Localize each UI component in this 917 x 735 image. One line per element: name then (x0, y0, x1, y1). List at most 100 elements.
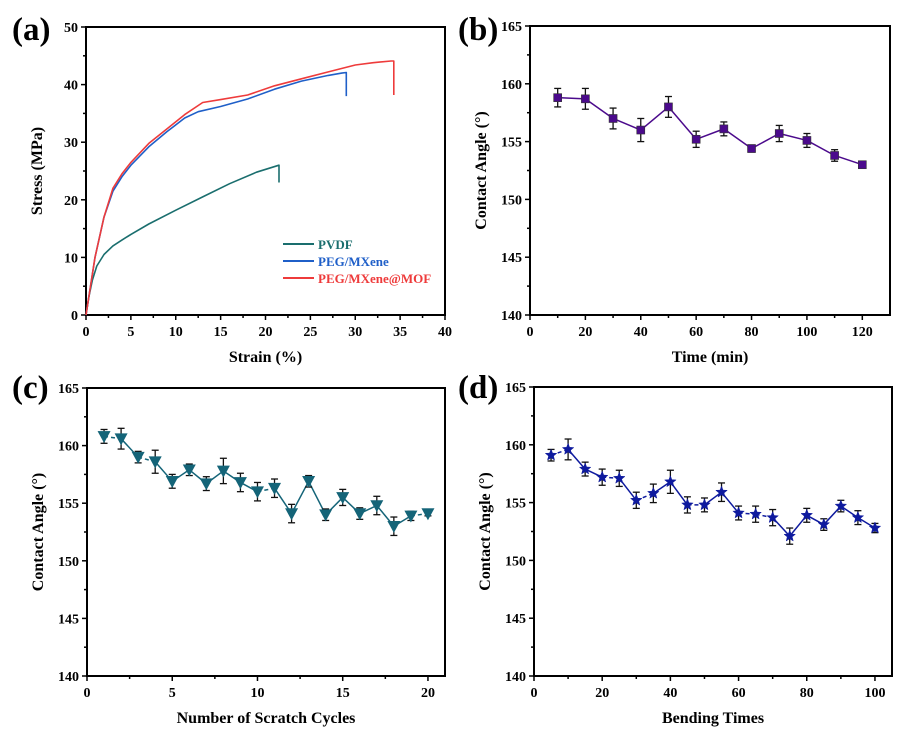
data-point (581, 94, 590, 104)
data-point (719, 124, 729, 134)
x-tick-label: 10 (250, 686, 264, 701)
data-point (561, 442, 575, 455)
data-point (544, 448, 558, 461)
y-tick-label: 160 (505, 439, 526, 454)
x-tick-label: 20 (421, 686, 435, 701)
data-point (233, 477, 247, 490)
series-segment (557, 96, 586, 100)
data-point (608, 114, 618, 123)
x-tick-label: 15 (214, 325, 228, 340)
y-axis-title: Stress (MPa) (29, 127, 46, 215)
x-tick-label: 10 (169, 325, 183, 340)
data-point (691, 134, 701, 144)
data-point (250, 486, 264, 499)
y-tick-label: 150 (501, 193, 522, 208)
x-tick-label: 100 (796, 325, 817, 340)
panel-label: (a) (12, 12, 50, 48)
x-tick-label: 0 (531, 686, 538, 701)
data-point (302, 476, 316, 488)
series-segment (751, 132, 780, 150)
data-point (747, 144, 756, 153)
x-tick-label: 120 (852, 325, 873, 340)
data-point (858, 160, 867, 170)
data-point (802, 136, 812, 145)
data-point (199, 478, 213, 491)
y-axis-title: Contact Angle (°) (30, 473, 47, 591)
data-point (216, 465, 230, 478)
y-tick-label: 0 (71, 309, 78, 324)
x-tick-label: 15 (336, 686, 350, 701)
y-tick-label: 30 (64, 136, 78, 151)
data-point (578, 462, 592, 475)
y-tick-label: 160 (501, 78, 522, 93)
panel-label: (d) (458, 370, 498, 406)
panel-d: (d) 0 20 40 60 80 100 140 145 150 155 160 165 Bending… (458, 370, 893, 727)
series-segment (779, 132, 808, 142)
y-tick-label: 150 (505, 554, 526, 569)
x-tick-label: 5 (127, 325, 134, 340)
y-tick-label: 150 (58, 555, 79, 570)
legend-label: PEG/MXene@MOF (318, 271, 431, 286)
data-point (629, 493, 643, 506)
x-tick-label: 80 (800, 686, 814, 701)
series-segment (695, 128, 725, 140)
data-point (553, 93, 562, 102)
data-point (319, 509, 333, 522)
x-tick-label: 5 (169, 686, 176, 701)
data-point (336, 492, 350, 505)
data-point (868, 521, 882, 534)
y-tick-label: 140 (505, 670, 526, 685)
data-point (766, 510, 780, 524)
y-tick-label: 145 (505, 612, 526, 627)
y-tick-label: 160 (58, 440, 79, 455)
plot-frame (529, 25, 891, 316)
series-segment (667, 106, 697, 140)
x-tick-label: 20 (595, 686, 609, 701)
data-point (636, 125, 646, 135)
data-point (698, 498, 711, 511)
data-point (595, 470, 609, 483)
data-point (664, 475, 677, 488)
x-tick-label: 80 (745, 325, 759, 340)
data-point (612, 471, 626, 484)
data-point (148, 456, 162, 469)
y-tick-label: 155 (58, 497, 79, 512)
x-tick-label: 40 (663, 686, 677, 701)
y-tick-label: 165 (505, 381, 526, 396)
data-point (114, 433, 128, 446)
series-segment (640, 106, 669, 131)
y-tick-label: 155 (501, 136, 522, 151)
data-point (421, 508, 435, 521)
y-tick-label: 10 (64, 251, 78, 266)
x-tick-label: 40 (634, 325, 648, 340)
data-point (732, 506, 745, 519)
data-point (834, 499, 848, 512)
data-point (97, 431, 111, 444)
y-tick-label: 20 (64, 194, 78, 209)
x-tick-label: 20 (578, 325, 592, 340)
data-point (165, 476, 179, 488)
data-point (182, 464, 196, 477)
x-tick-label: 100 (864, 686, 885, 701)
panel-b: (b) 0 20 40 60 80 100 120 140 145 150 155 160 165 Time… (458, 12, 891, 366)
series-segment (806, 139, 835, 157)
series-segment (612, 117, 642, 131)
series-segment (834, 154, 863, 166)
data-point (774, 129, 784, 138)
y-tick-label: 165 (501, 20, 522, 35)
series-segment (584, 98, 614, 120)
series-line-peg-mxene-mof (85, 60, 395, 316)
data-point (646, 486, 660, 499)
data-point (664, 102, 673, 112)
data-point (817, 517, 831, 530)
data-point (800, 508, 814, 521)
y-tick-label: 50 (64, 21, 78, 36)
data-point (681, 498, 694, 511)
data-point (715, 485, 728, 498)
x-tick-label: 0 (83, 325, 90, 340)
y-tick-label: 140 (58, 670, 79, 685)
panel-c: (c) 0 5 10 15 20 140 145 150 155 160 165 Number of S… (12, 370, 446, 727)
data-point (387, 520, 401, 533)
legend-label: PEG/MXene (318, 254, 389, 269)
x-tick-label: 20 (259, 325, 273, 340)
